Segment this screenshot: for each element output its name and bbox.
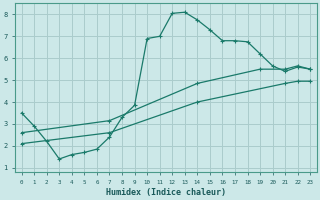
X-axis label: Humidex (Indice chaleur): Humidex (Indice chaleur) <box>106 188 226 197</box>
